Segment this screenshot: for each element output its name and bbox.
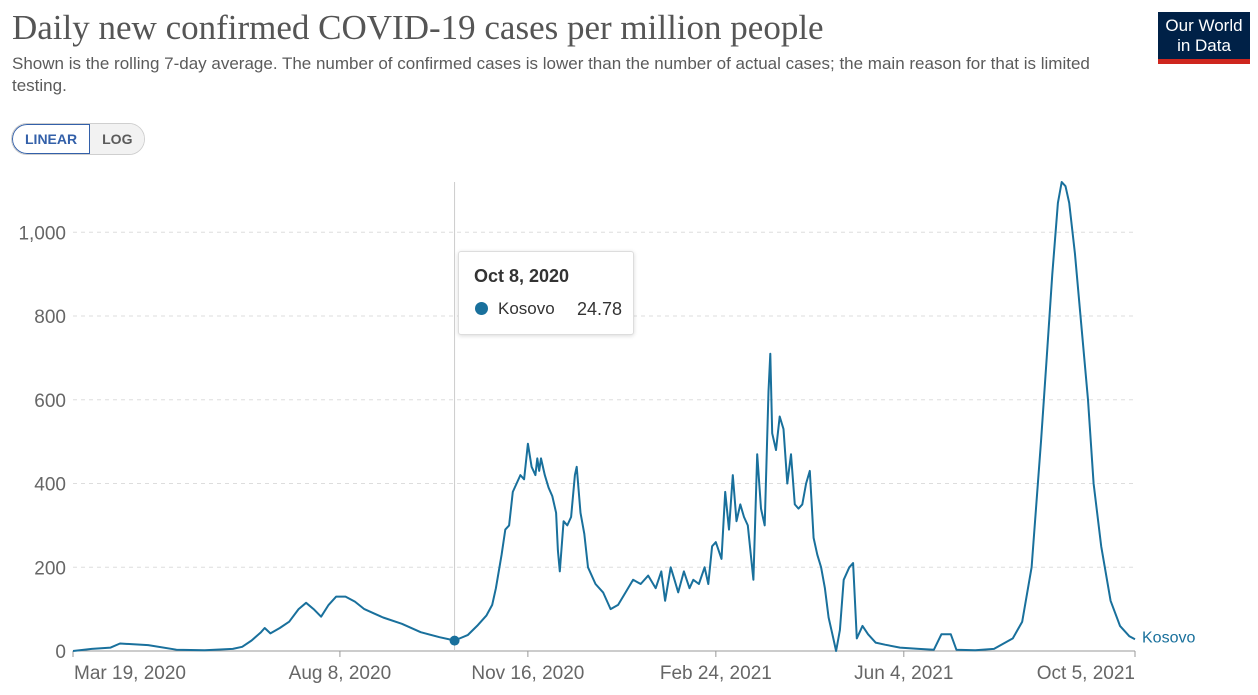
y-tick-label: 200	[34, 558, 66, 579]
logo-line-1: Our World	[1165, 16, 1243, 35]
x-tick-label: Oct 5, 2021	[1037, 663, 1135, 684]
y-tick-label: 1,000	[18, 223, 66, 244]
chart-title: Daily new confirmed COVID-19 cases per m…	[12, 8, 824, 47]
tooltip-series-dot	[475, 302, 488, 315]
tooltip: Oct 8, 2020 Kosovo 24.78	[458, 251, 634, 335]
y-tick-label: 400	[34, 475, 66, 496]
tooltip-entity: Kosovo	[498, 299, 555, 318]
x-tick-label: Aug 8, 2020	[289, 663, 391, 684]
y-tick-label: 800	[34, 307, 66, 328]
owid-logo[interactable]: Our World in Data	[1158, 12, 1250, 64]
x-axis: Mar 19, 2020 Aug 8, 2020 Nov 16, 2020 Feb 2…	[72, 651, 1136, 684]
x-tick-label: Mar 19, 2020	[74, 663, 186, 684]
hover-point	[449, 635, 460, 646]
chart-subtitle: Shown is the rolling 7-day average. The …	[12, 54, 1090, 95]
log-scale-button[interactable]: LOG	[90, 124, 145, 154]
series-line-kosovo[interactable]	[72, 181, 1136, 652]
x-tick-label: Feb 24, 2021	[660, 663, 772, 684]
y-axis: 0 200 400 600 800 1,000	[18, 223, 66, 663]
series-end-label[interactable]: Kosovo	[1142, 629, 1195, 646]
tooltip-value: 24.78	[576, 299, 622, 319]
x-tick-label: Nov 16, 2020	[471, 663, 584, 684]
logo-line-2: in Data	[1177, 36, 1231, 55]
y-tick-label: 600	[34, 391, 66, 412]
linear-scale-button[interactable]: LINEAR	[12, 124, 91, 154]
x-tick-label: Jun 4, 2021	[854, 663, 953, 684]
y-tick-label: 0	[55, 642, 66, 663]
scale-toggle: LINEAR LOG	[11, 123, 146, 155]
tooltip-date: Oct 8, 2020	[474, 266, 570, 286]
